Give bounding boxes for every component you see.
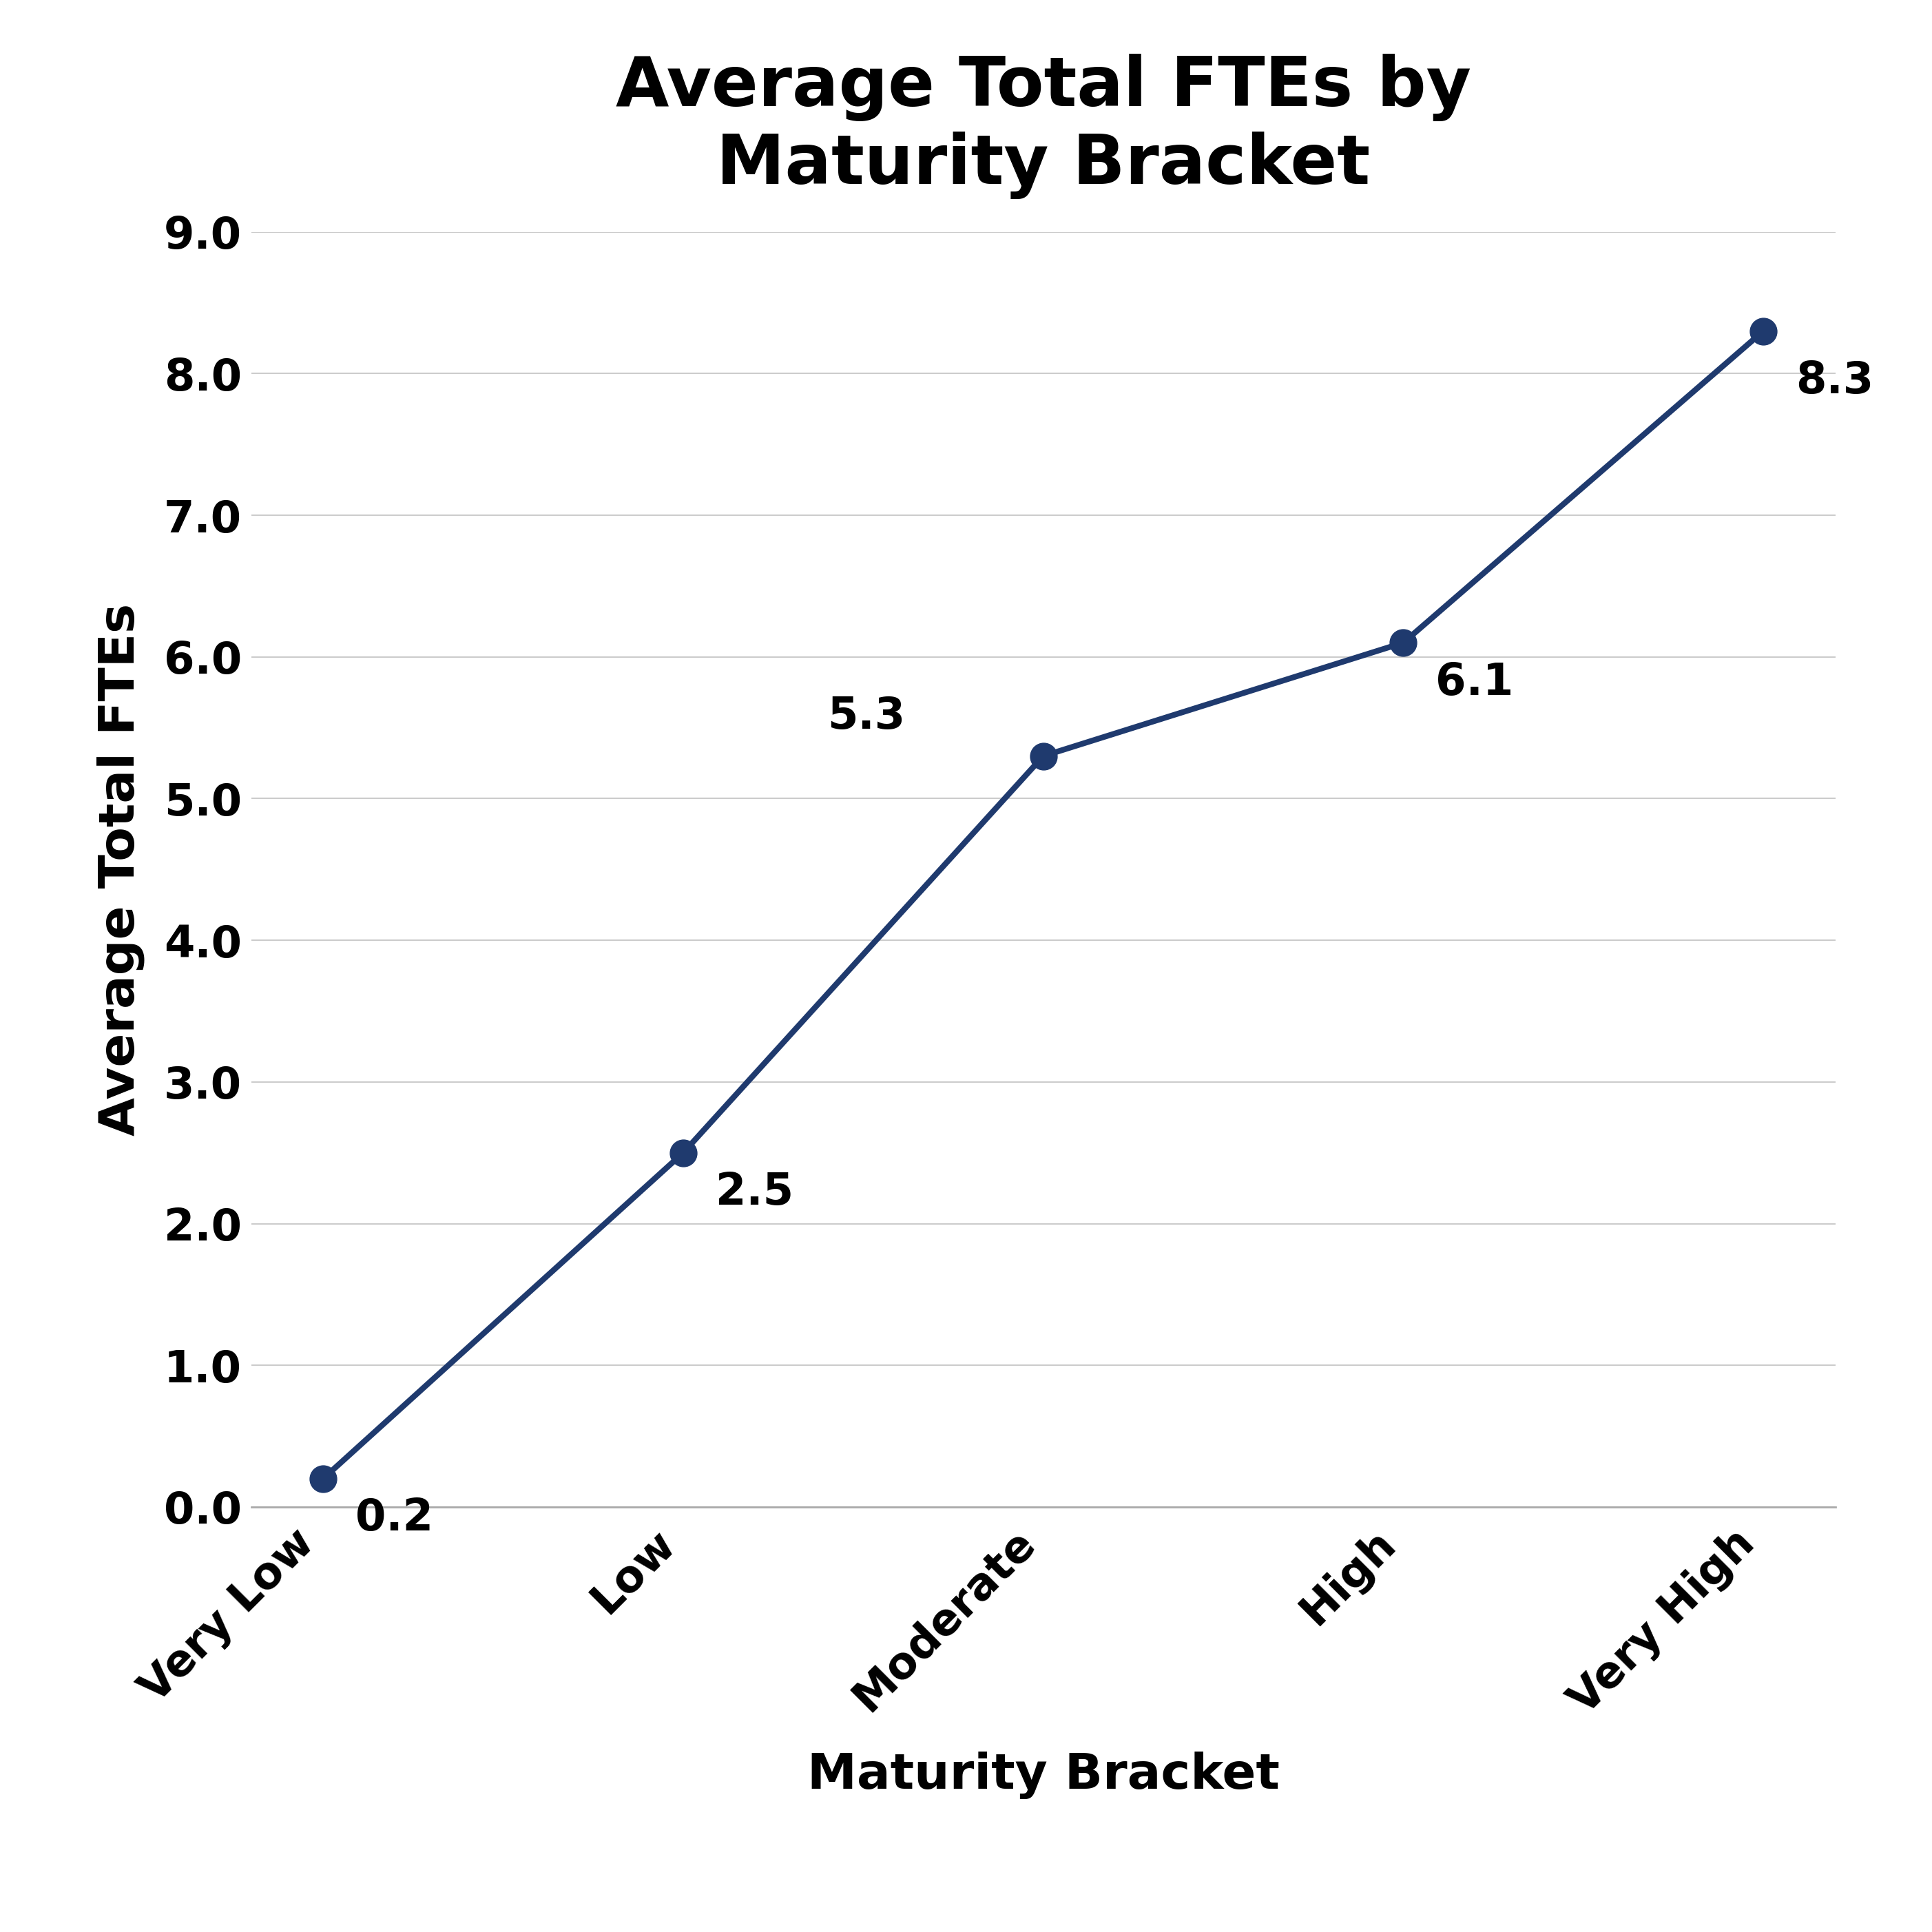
Text: 5.3: 5.3 xyxy=(827,696,906,738)
X-axis label: Maturity Bracket: Maturity Bracket xyxy=(808,1752,1279,1799)
Y-axis label: Average Total FTEs: Average Total FTEs xyxy=(97,603,145,1136)
Text: 6.1: 6.1 xyxy=(1435,661,1515,703)
Text: 2.5: 2.5 xyxy=(715,1171,794,1213)
Text: 0.2: 0.2 xyxy=(355,1497,433,1540)
Text: 8.3: 8.3 xyxy=(1797,359,1874,402)
Title: Average Total FTEs by
Maturity Bracket: Average Total FTEs by Maturity Bracket xyxy=(616,54,1470,199)
